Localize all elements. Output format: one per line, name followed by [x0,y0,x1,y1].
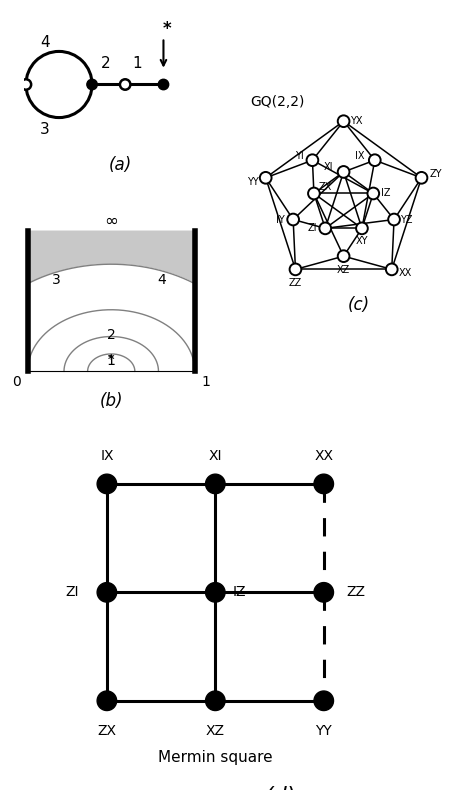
Circle shape [356,223,368,234]
Text: 3: 3 [52,273,61,288]
Text: IX: IX [100,449,114,463]
Text: XX: XX [314,449,333,463]
Text: GQ(2,2): GQ(2,2) [250,96,304,110]
Text: XZ: XZ [337,265,350,275]
Text: IX: IX [355,151,365,160]
Text: *: * [108,353,115,366]
Text: 4: 4 [40,36,50,51]
Circle shape [338,250,349,262]
Text: ZZ: ZZ [347,585,366,600]
Text: ZI: ZI [308,224,318,233]
Text: XY: XY [356,236,368,246]
Text: YX: YX [350,116,362,126]
Circle shape [97,582,117,602]
Text: XI: XI [209,449,222,463]
Text: 2: 2 [107,328,116,342]
Text: *: * [163,20,171,38]
Circle shape [206,474,225,494]
Text: ZX: ZX [318,182,331,192]
Text: YY: YY [315,724,332,738]
Text: $\infty$: $\infty$ [104,211,118,229]
Circle shape [416,172,428,183]
Text: IZ: IZ [381,189,391,198]
Circle shape [307,154,318,166]
Text: (c): (c) [348,295,370,314]
Text: YZ: YZ [400,215,413,224]
Text: 1: 1 [201,375,210,389]
Circle shape [314,474,334,494]
Circle shape [87,79,97,90]
Text: 4: 4 [158,273,166,288]
Circle shape [369,154,381,166]
Text: (d): (d) [264,786,296,790]
Text: Mermin square: Mermin square [158,750,273,765]
Text: XZ: XZ [206,724,225,738]
Circle shape [308,187,320,199]
Text: YI: YI [295,151,303,160]
Text: 2: 2 [101,56,111,71]
Text: ZI: ZI [65,585,79,600]
Circle shape [206,582,225,602]
Circle shape [287,213,299,225]
Circle shape [120,79,130,90]
Circle shape [206,691,225,710]
Circle shape [338,166,349,178]
Circle shape [97,691,117,710]
Text: ZZ: ZZ [289,278,302,288]
Circle shape [290,264,301,275]
Text: (a): (a) [109,156,132,174]
Text: XI: XI [324,162,334,172]
Text: 3: 3 [40,122,50,137]
Circle shape [260,172,272,183]
Circle shape [386,264,398,275]
Circle shape [319,223,331,234]
Text: ZX: ZX [97,724,117,738]
Circle shape [338,115,349,127]
Circle shape [97,474,117,494]
Circle shape [158,79,169,90]
Text: ZY: ZY [429,169,442,179]
Text: 1: 1 [133,56,142,71]
Circle shape [21,79,31,90]
Text: 0: 0 [12,375,21,389]
Text: XX: XX [398,269,411,278]
Text: IZ: IZ [232,585,246,600]
Circle shape [388,213,400,225]
Circle shape [367,187,379,199]
Text: YY: YY [246,177,258,186]
Text: (b): (b) [100,392,123,410]
Text: IY: IY [276,215,285,224]
Circle shape [314,691,334,710]
Text: 1: 1 [107,354,116,367]
Circle shape [314,582,334,602]
